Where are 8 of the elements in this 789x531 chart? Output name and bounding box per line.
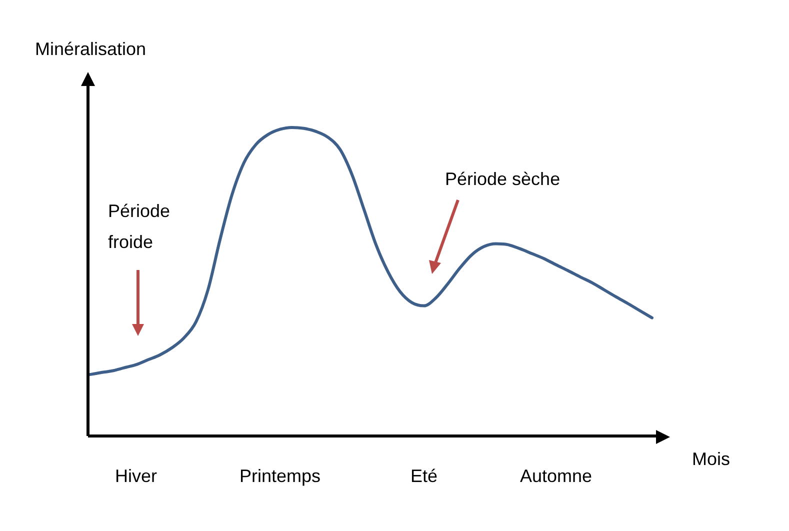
x-tick-label: Eté [410, 466, 438, 486]
x-tick-label: Hiver [114, 466, 158, 486]
x-tick-label: Printemps [239, 466, 321, 486]
x-axis-title: Mois [692, 448, 730, 469]
annotation: Période froide [108, 200, 170, 252]
annotation: Période sèche [445, 168, 560, 189]
x-tick-label: Automne [520, 466, 592, 486]
y-axis-title: Minéralisation [35, 38, 146, 59]
